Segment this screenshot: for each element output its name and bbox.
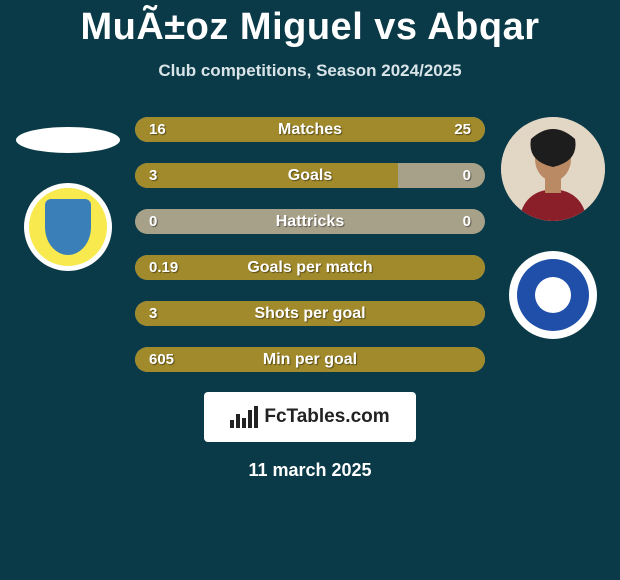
- chart-icon: [230, 406, 258, 428]
- stat-label: Min per goal: [135, 347, 485, 372]
- brand-text: FcTables.com: [264, 406, 389, 428]
- stat-row: 0.19Goals per match: [135, 255, 485, 280]
- player-right-club-badge: [509, 251, 597, 339]
- content-row: 1625Matches 30Goals 00Hattricks 0.19Goals p…: [0, 111, 620, 372]
- stats-column: 1625Matches 30Goals 00Hattricks 0.19Goals p…: [135, 111, 485, 372]
- comparison-date: 11 march 2025: [0, 460, 620, 481]
- player-right-avatar: [501, 117, 605, 221]
- comparison-card: MuÃ±oz Miguel vs Abqar Club competitions…: [0, 0, 620, 580]
- stat-row: 30Goals: [135, 163, 485, 188]
- stat-label: Shots per goal: [135, 301, 485, 326]
- stat-label: Hattricks: [135, 209, 485, 234]
- stat-row: 3Shots per goal: [135, 301, 485, 326]
- player-left-avatar: [16, 127, 120, 153]
- stat-label: Matches: [135, 117, 485, 142]
- brand-badge: FcTables.com: [204, 392, 416, 442]
- stat-label: Goals: [135, 163, 485, 188]
- stat-row: 1625Matches: [135, 117, 485, 142]
- stat-label: Goals per match: [135, 255, 485, 280]
- page-subtitle: Club competitions, Season 2024/2025: [0, 61, 620, 81]
- player-right-column: [485, 111, 620, 372]
- shield-icon: [45, 199, 91, 255]
- player-left-club-badge: [24, 183, 112, 271]
- page-title: MuÃ±oz Miguel vs Abqar: [0, 0, 620, 49]
- stat-row: 00Hattricks: [135, 209, 485, 234]
- disc-icon: [517, 259, 589, 331]
- player-left-column: [0, 111, 135, 372]
- stat-row: 605Min per goal: [135, 347, 485, 372]
